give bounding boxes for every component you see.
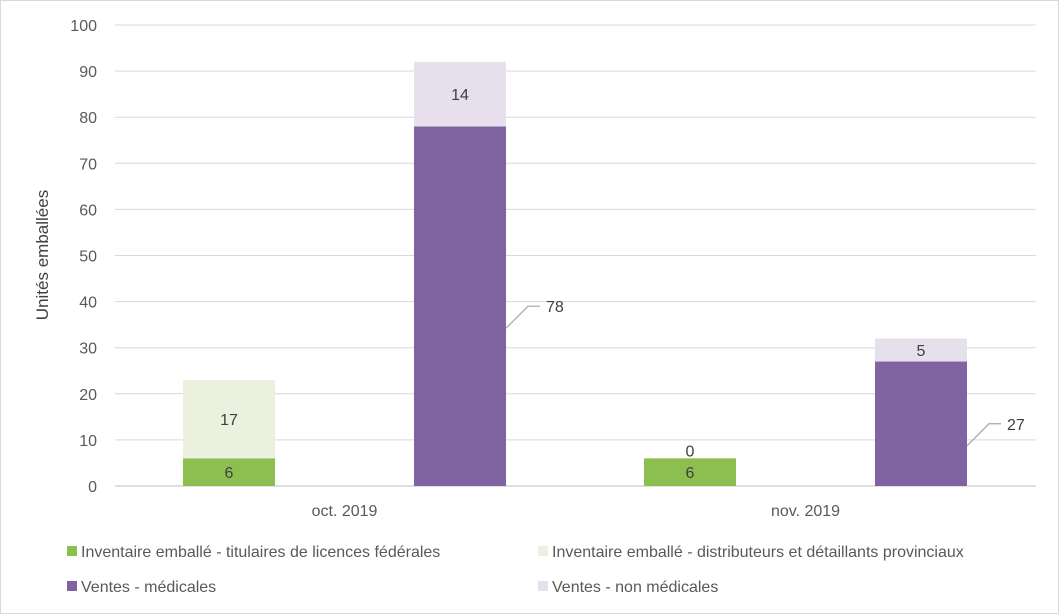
legend-item: Inventaire emballé - titulaires de licen… bbox=[67, 544, 440, 561]
y-tick-label: 90 bbox=[79, 64, 97, 81]
callout-line bbox=[505, 305, 540, 329]
legend-label: Ventes - non médicales bbox=[552, 579, 718, 596]
legend-swatch bbox=[538, 581, 548, 591]
bar-segment bbox=[414, 61, 506, 127]
data-label: 6 bbox=[225, 465, 234, 482]
data-label: 6 bbox=[686, 465, 695, 482]
data-labels: 6 17 78 14 6 0 27 5 bbox=[220, 87, 1025, 482]
y-tick-label: 100 bbox=[70, 18, 97, 35]
bar-segment bbox=[183, 458, 275, 486]
legend-item: Inventaire emballé - distributeurs et dé… bbox=[538, 544, 964, 561]
legend-swatch bbox=[538, 546, 548, 556]
y-tick-label: 20 bbox=[79, 387, 97, 404]
x-axis-categories: oct. 2019 nov. 2019 bbox=[312, 503, 841, 520]
legend-item: Ventes - non médicales bbox=[538, 579, 718, 596]
bar-stack bbox=[644, 458, 736, 486]
y-tick-label: 50 bbox=[79, 249, 97, 266]
y-tick-label: 40 bbox=[79, 295, 97, 312]
y-axis-title: Unités emballées bbox=[33, 190, 52, 320]
legend-item: Ventes - médicales bbox=[67, 579, 216, 596]
y-axis-ticks: 0 10 20 30 40 50 60 70 80 90 100 bbox=[70, 18, 97, 496]
bar-stack bbox=[414, 61, 506, 487]
y-tick-label: 10 bbox=[79, 433, 97, 450]
bar-segment bbox=[875, 361, 967, 486]
bar-segment bbox=[414, 126, 506, 487]
y-tick-label: 70 bbox=[79, 156, 97, 173]
bar-segment bbox=[875, 338, 967, 362]
legend: Inventaire emballé - titulaires de licen… bbox=[67, 544, 964, 596]
bar-segment bbox=[644, 458, 736, 486]
data-label: 5 bbox=[917, 343, 926, 360]
legend-swatch bbox=[67, 581, 77, 591]
bars bbox=[183, 61, 967, 487]
x-category-label: oct. 2019 bbox=[312, 503, 378, 520]
y-tick-label: 0 bbox=[88, 479, 97, 496]
bar-stack bbox=[183, 379, 275, 486]
data-label: 17 bbox=[220, 412, 238, 429]
data-label: 14 bbox=[451, 87, 469, 104]
data-label: 0 bbox=[686, 443, 695, 460]
data-label: 27 bbox=[1007, 417, 1025, 434]
y-tick-label: 30 bbox=[79, 341, 97, 358]
bar-segment bbox=[183, 379, 275, 459]
legend-label: Ventes - médicales bbox=[81, 579, 216, 596]
y-tick-label: 80 bbox=[79, 110, 97, 127]
legend-swatch bbox=[67, 546, 77, 556]
y-tick-label: 60 bbox=[79, 202, 97, 219]
x-category-label: nov. 2019 bbox=[771, 503, 840, 520]
legend-label: Inventaire emballé - distributeurs et dé… bbox=[552, 544, 964, 561]
bar-stack bbox=[875, 338, 967, 486]
legend-label: Inventaire emballé - titulaires de licen… bbox=[81, 544, 440, 561]
callout-line bbox=[966, 423, 1001, 447]
data-label: 78 bbox=[546, 299, 564, 316]
